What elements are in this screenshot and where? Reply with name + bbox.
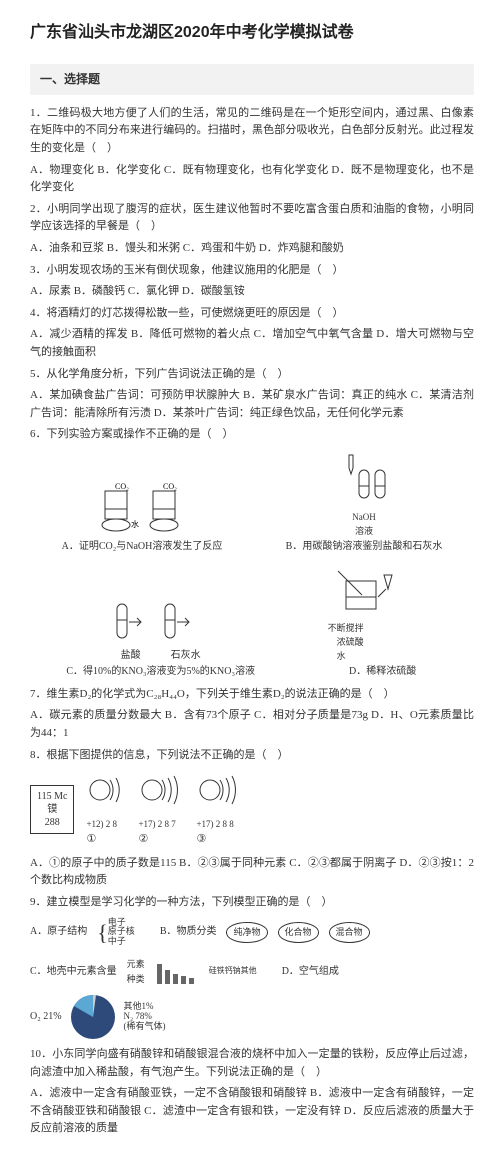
fig-6c: 盐酸 石灰水 C．得10%的KNO₃溶液变为5%的KNO₃溶液 [66, 598, 255, 680]
circ2: ② [138, 831, 184, 849]
circ1: ① [86, 831, 126, 849]
q9a-bracket: { 电子 原子核 中子 [97, 918, 135, 948]
tubes-icon [111, 598, 211, 648]
pie-other: 其他1% [124, 1002, 166, 1012]
shell2-label: +17) 2 8 7 [138, 817, 184, 831]
shell3-label: +17) 2 8 8 [196, 817, 242, 831]
q8-figure-row: 115 Mc 镆 288 +12) 2 8 ① +17) 2 8 7 ② +17… [30, 770, 474, 849]
fig-6a: CO₂ 水 CO₂ A．证明CO₂与NaOH溶液发生了反应 [62, 479, 223, 555]
question-8: 8．根据下图提供的信息，下列说法不正确的是（ ） [30, 747, 474, 765]
fig-6b-naoh: NaOH 溶液 [286, 510, 443, 539]
q9d-label: D．空气组成 [282, 964, 339, 980]
elem-sym: Mc [54, 791, 67, 802]
question-10: 10．小东同学向盛有硝酸锌和硝酸银混合液的烧杯中加入一定量的铁粉，反应停止后过滤… [30, 1046, 474, 1081]
svg-text:CO₂: CO₂ [115, 482, 129, 491]
q9b-pure: 纯净物 [226, 922, 267, 942]
atom-icon [196, 770, 242, 810]
bar-chart-icon [155, 958, 199, 986]
element-tile: 115 Mc 镆 288 [30, 785, 74, 834]
fig-6d-stir: 不断搅拌 [328, 623, 364, 633]
flask-pair-icon: CO₂ 水 CO₂ [97, 479, 187, 539]
q1-options: A．物理变化 B．化学变化 C．既有物理变化，也有化学变化 D．既不是物理变化，… [30, 162, 474, 197]
fig-6b-label: B．用碳酸钠溶液鉴别盐酸和石灰水 [286, 539, 443, 555]
q3-options: A．尿素 B．磷酸钙 C．氯化钾 D．碳酸氢铵 [30, 283, 474, 301]
beaker-stir-icon [328, 561, 438, 621]
elem-num: 115 [37, 791, 52, 802]
q5-options: A．某加碘食盐广告词：可预防甲状腺肿大 B．某矿泉水广告词：真正的纯水 C．某清… [30, 387, 474, 422]
atom-shell-2: +17) 2 8 7 ② [138, 770, 184, 849]
fig-6c-label: C．得10%的KNO₃溶液变为5%的KNO₃溶液 [66, 664, 255, 680]
q9c-el: 元素 种类 [127, 957, 145, 986]
q9-models: A．原子结构 { 电子 原子核 中子 B．物质分类 纯净物 化合物 混合物 C．… [30, 918, 474, 986]
q9b-label: B．物质分类 [160, 924, 217, 940]
q9a-e: 电子 [108, 918, 135, 928]
fig-6a-label: A．证明CO₂与NaOH溶液发生了反应 [62, 539, 223, 555]
svg-text:水: 水 [131, 519, 139, 529]
fig-6c-lime: 石灰水 [171, 650, 201, 661]
atom-icon [86, 770, 126, 810]
q9b-mix: 混合物 [329, 922, 370, 942]
question-9: 9．建立模型是学习化学的一种方法，下列模型正确的是（ ） [30, 894, 474, 912]
svg-text:CO₂: CO₂ [163, 482, 177, 491]
q9-pie: O₂ 21% 其他1% N₂ 78% (稀有气体) [30, 992, 474, 1042]
q10-options: A．滤液中一定含有硝酸亚铁，一定不含硝酸银和硝酸锌 B．滤液中一定含有硝酸锌，一… [30, 1085, 474, 1138]
q9a-zh: 中子 [108, 937, 135, 947]
question-4: 4．将酒精灯的灯芯拨得松散一些，可使燃烧更旺的原因是（ ） [30, 305, 474, 323]
question-3: 3．小明发现农场的玉米有倒伏现象，他建议施用的化肥是（ ） [30, 262, 474, 280]
question-5: 5．从化学角度分析，下列广告词说法正确的是（ ） [30, 366, 474, 384]
fig-6d: 不断搅拌 浓硫酸 水 D．稀释浓硫酸 [328, 561, 438, 680]
atom-icon [138, 770, 184, 810]
section-header-1: 一、选择题 [30, 64, 474, 95]
elem-name: 镆 [47, 804, 57, 815]
q6-figures: CO₂ 水 CO₂ A．证明CO₂与NaOH溶液发生了反应 NaOH 溶液 B．… [30, 450, 474, 555]
q9c-bars: 硅铁钙钠其他 [209, 965, 257, 978]
q6-figures-2: 盐酸 石灰水 C．得10%的KNO₃溶液变为5%的KNO₃溶液 不断搅拌 浓硫酸… [30, 561, 474, 680]
q9a-label: A．原子结构 [30, 924, 87, 940]
atom-shell-3: +17) 2 8 8 ③ [196, 770, 242, 849]
dropper-icon [329, 450, 399, 510]
fig-6b: NaOH 溶液 B．用碳酸钠溶液鉴别盐酸和石灰水 [286, 450, 443, 555]
fig-6c-hcl: 盐酸 [121, 650, 141, 661]
q4-options: A．减少酒精的挥发 B．降低可燃物的着火点 C．增加空气中氧气含量 D．增大可燃… [30, 326, 474, 361]
fig-6d-label: D．稀释浓硫酸 [328, 664, 438, 680]
pie-rare: (稀有气体) [124, 1022, 166, 1032]
atom-shell-1: +12) 2 8 ① [86, 770, 126, 849]
circ3: ③ [196, 831, 242, 849]
page-title: 广东省汕头市龙湖区2020年中考化学模拟试卷 [30, 20, 474, 46]
pie-o2: O₂ 21% [30, 1009, 62, 1025]
fig-6d-water: 水 [337, 651, 346, 661]
question-2: 2．小明同学出现了腹泻的症状，医生建议他暂时不要吃富含蛋白质和油脂的食物，小明同… [30, 201, 474, 236]
pie-chart-icon [68, 992, 118, 1042]
q9a-n: 原子核 [108, 927, 135, 937]
question-6: 6．下列实验方案或操作不正确的是（ ） [30, 426, 474, 444]
q2-options: A．油条和豆浆 B．馒头和米粥 C．鸡蛋和牛奶 D．炸鸡腿和酸奶 [30, 240, 474, 258]
shell1-label: +12) 2 8 [86, 817, 126, 831]
q9c-label: C．地壳中元素含量 [30, 964, 117, 980]
q9b-comp: 化合物 [278, 922, 319, 942]
fig-6d-acid: 浓硫酸 [337, 637, 364, 647]
elem-mass: 288 [45, 817, 60, 828]
pie-n2: N₂ 78% [124, 1012, 166, 1022]
question-7: 7．维生素D₂的化学式为C₂₈H₄₄O，下列关于维生素D₂的说法正确的是（ ） [30, 686, 474, 704]
q1-stem: 1．二维码极大地方便了人们的生活，常见的二维码是在一个矩形空间内，通过黑、白像素… [30, 107, 474, 154]
question-1: 1．二维码极大地方便了人们的生活，常见的二维码是在一个矩形空间内，通过黑、白像素… [30, 105, 474, 158]
q8-options: A．①的原子中的质子数是115 B．②③属于同种元素 C．②③都属于阴离子 D．… [30, 855, 474, 890]
